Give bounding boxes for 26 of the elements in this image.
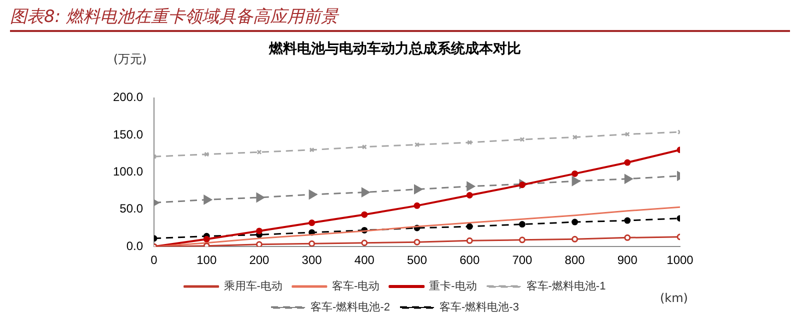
y-tick-label: 150.0 <box>113 127 144 142</box>
x-tick-label: 500 <box>407 253 428 268</box>
legend-label: 重卡-电动 <box>429 280 477 293</box>
text: 图表8: 燃料电池在重卡领域具备高应用前景 <box>10 4 790 32</box>
x-tick-label: 100 <box>196 253 217 268</box>
y-tick-label: 100.0 <box>113 164 144 179</box>
legend-label: 客车-燃料电池-2 <box>310 300 390 314</box>
x-tick-label: 1000 <box>666 253 694 268</box>
legend-label: 客车-燃料电池-3 <box>440 300 519 314</box>
x-tick-label: 300 <box>302 253 322 268</box>
x-axis-title: (km) <box>660 291 688 306</box>
y-tick-label: 50.0 <box>120 202 144 216</box>
x-tick-label: 200 <box>249 253 270 268</box>
x-tick-label: 400 <box>354 253 375 268</box>
legend-label: 乘用车-电动 <box>224 280 282 293</box>
chart-title: 燃料电池与电动车动力总成系统成本对比 <box>268 40 521 58</box>
y-axis-title: (万元) <box>113 52 147 66</box>
legend-label: 客车-燃料电池-1 <box>526 280 606 293</box>
x-tick-label: 700 <box>512 253 533 268</box>
y-tick-label: 0.0 <box>126 238 144 253</box>
x-tick-label: 0 <box>150 253 158 268</box>
x-tick-label: 800 <box>564 253 586 268</box>
legend-label: 客车-电动 <box>332 280 380 293</box>
x-tick-label: 600 <box>460 253 480 268</box>
x-tick-label: 900 <box>617 253 638 268</box>
y-tick-label: 200.0 <box>113 90 144 104</box>
